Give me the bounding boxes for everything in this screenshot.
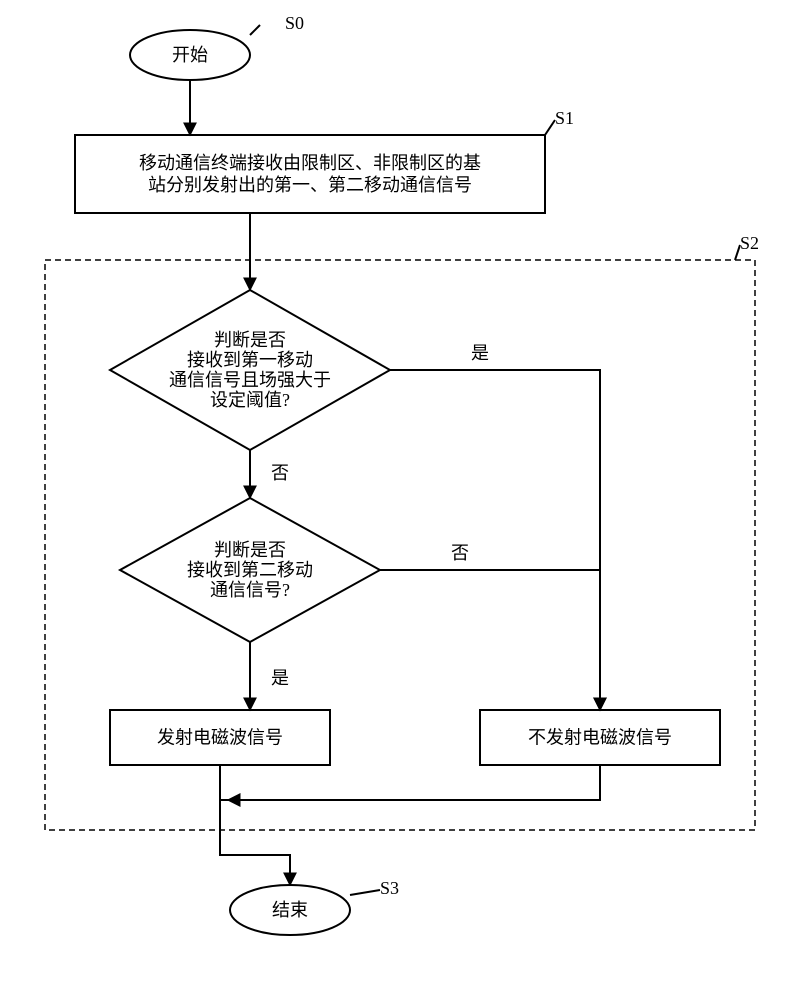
step-label-S0: S0: [285, 13, 304, 33]
d1-line3: 设定阈值?: [210, 390, 290, 410]
edge-d1_right-noemit_top: [390, 370, 600, 710]
s1-line1: 站分别发射出的第一、第二移动通信信号: [148, 175, 472, 195]
edge-label-4: 否: [451, 543, 469, 563]
step-label-S1: S1: [555, 108, 574, 128]
flowchart: 开始移动通信终端接收由限制区、非限制区的基站分别发射出的第一、第二移动通信信号判…: [0, 0, 800, 981]
s1-line0: 移动通信终端接收由限制区、非限制区的基: [139, 153, 481, 173]
d1-line0: 判断是否: [214, 330, 286, 350]
d2-line0: 判断是否: [214, 540, 286, 560]
d1-line2: 通信信号且场强大于: [169, 370, 331, 390]
label-tick-3: [350, 890, 380, 895]
edge-join-end_top: [220, 800, 290, 885]
edge-label-5: 是: [271, 668, 289, 688]
start-text: 开始: [172, 45, 208, 65]
step-label-S3: S3: [380, 878, 399, 898]
edge-label-2: 是: [471, 343, 489, 363]
d1-line1: 接收到第一移动: [187, 350, 313, 370]
edge-label-3: 否: [271, 463, 289, 483]
label-tick-1: [545, 120, 555, 135]
end-text: 结束: [272, 900, 308, 920]
step-label-S2: S2: [740, 233, 759, 253]
noemit-line0: 不发射电磁波信号: [528, 728, 672, 748]
d2-line1: 接收到第二移动: [187, 560, 313, 580]
edge-d2_right-noemit_top: [380, 570, 600, 710]
edge-noemit_bottom-join: [220, 765, 600, 800]
emit-line0: 发射电磁波信号: [157, 728, 283, 748]
label-tick-0: [250, 25, 260, 35]
s1: [75, 135, 545, 213]
d2-line2: 通信信号?: [210, 580, 290, 600]
